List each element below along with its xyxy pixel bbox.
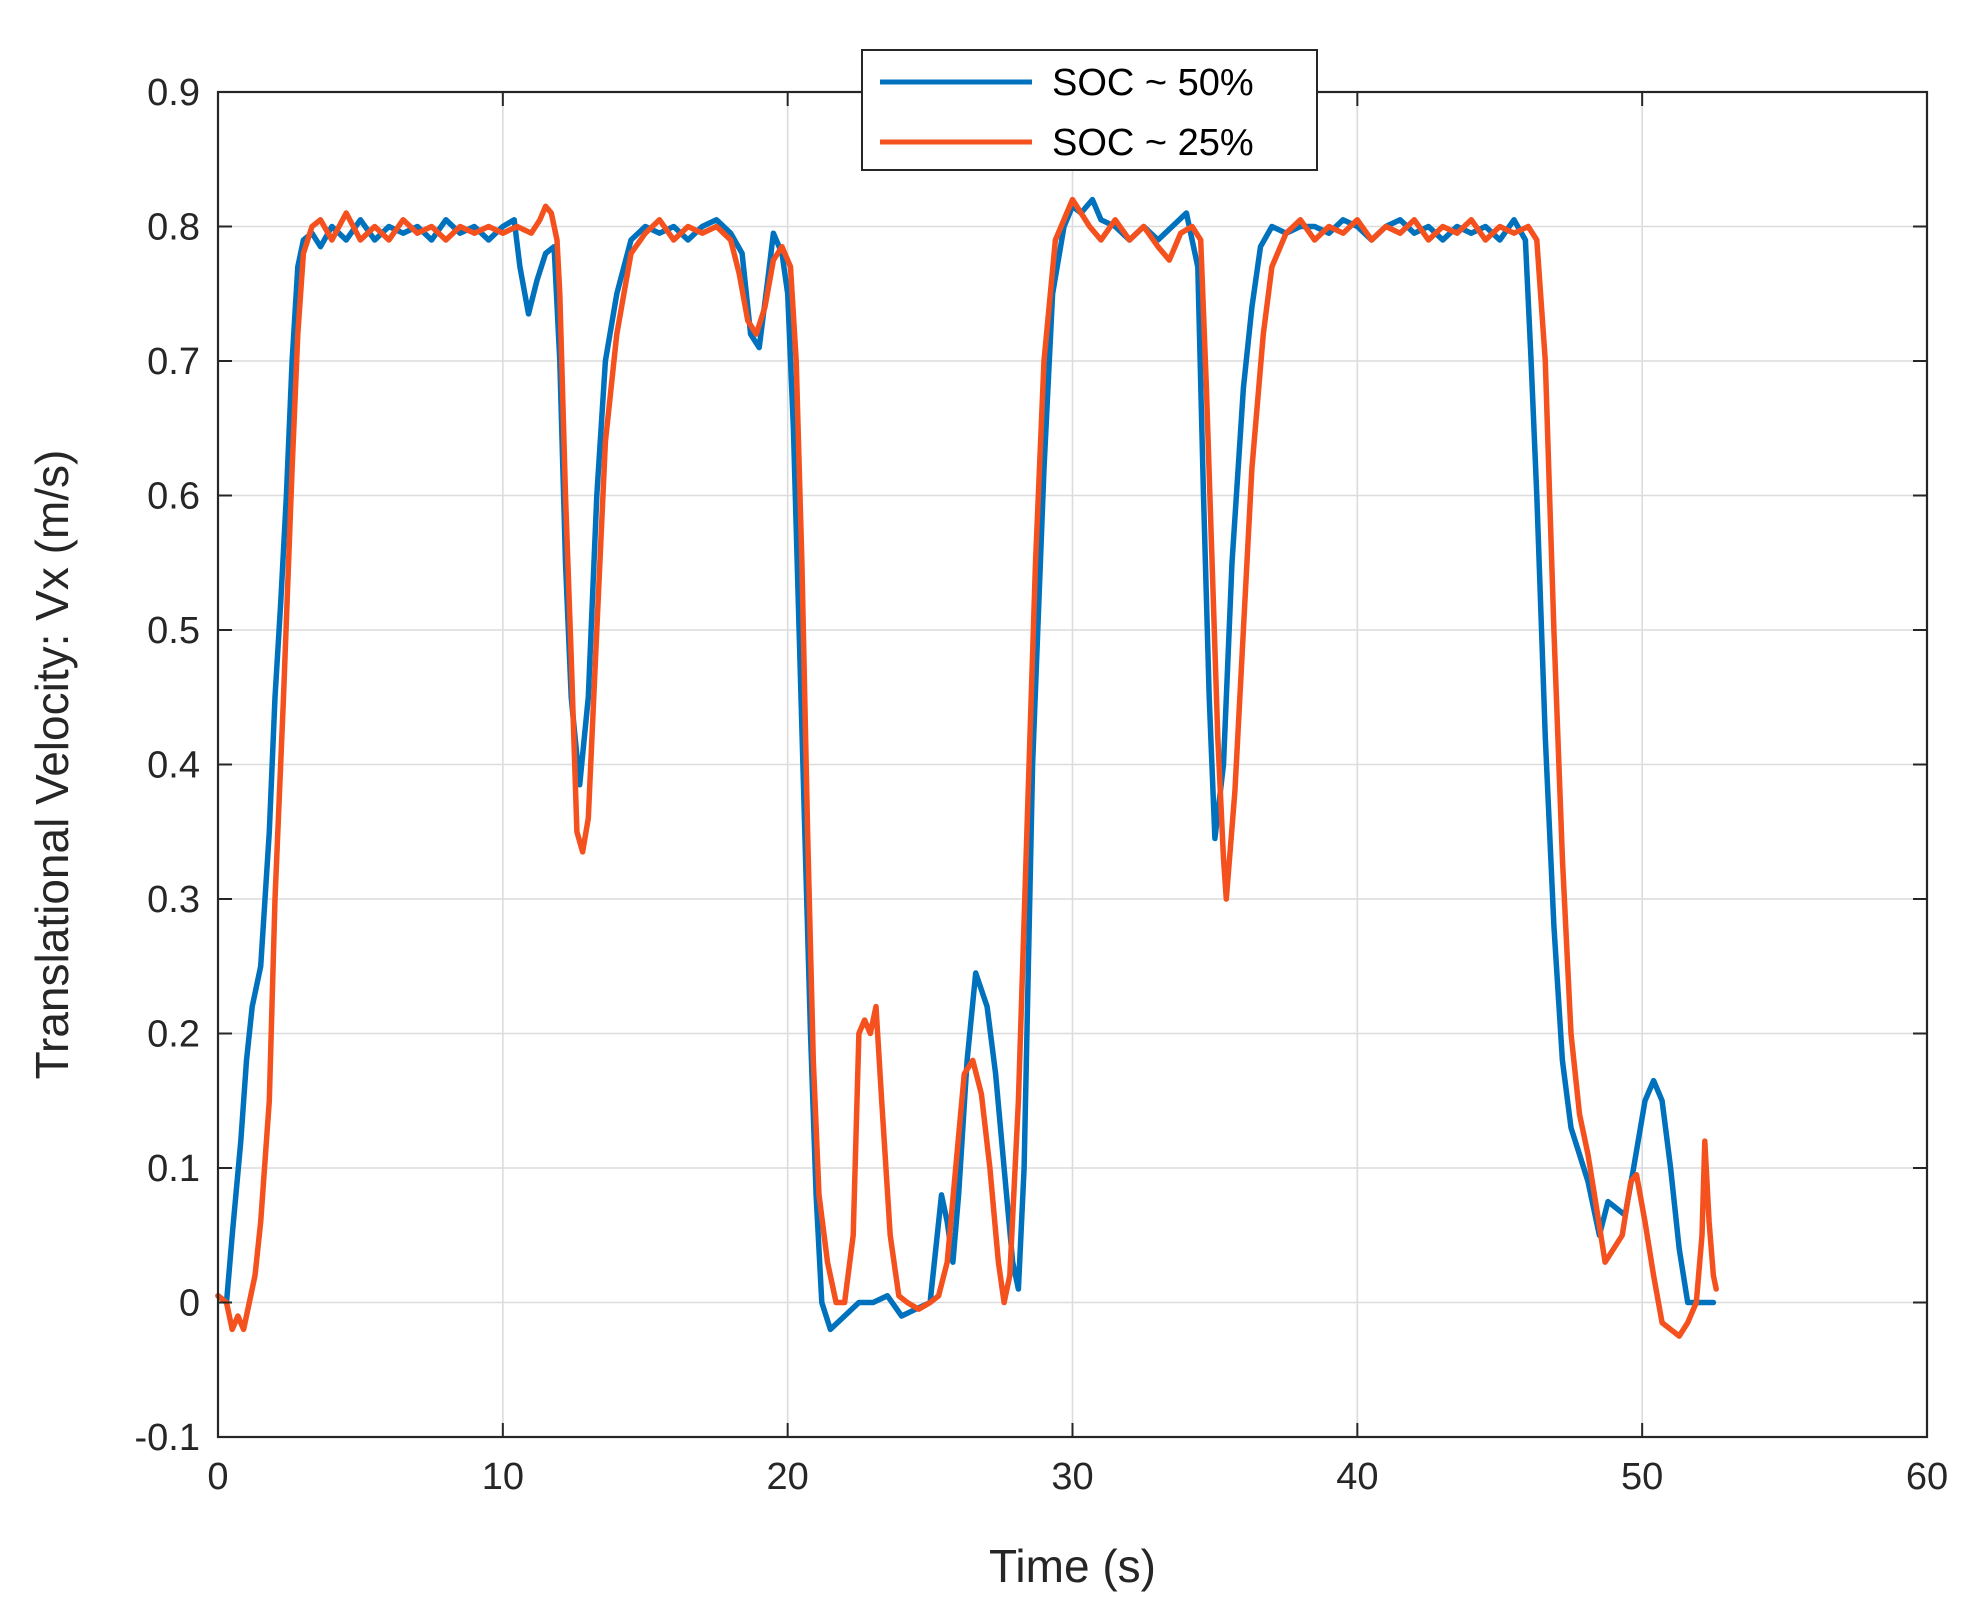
grid-lines (218, 92, 1927, 1437)
y-tick-label: 0.5 (147, 610, 200, 652)
x-tick-label: 40 (1336, 1456, 1378, 1498)
y-tick-label: 0.3 (147, 879, 200, 921)
x-tick-label: 0 (207, 1456, 228, 1498)
y-axis-title: Translational Velocity: Vx (m/s) (26, 450, 78, 1080)
y-tick-label: 0.9 (147, 72, 200, 114)
y-tick-labels: -0.1 0 0.1 0.2 0.3 0.4 0.5 0.6 0.7 0.8 0.9 (135, 72, 200, 1459)
series-group (215, 196, 1719, 1339)
y-tick-label: 0.1 (147, 1148, 200, 1190)
legend-box (861, 49, 1318, 171)
x-tick-labels: 0 10 20 30 40 50 60 (207, 1456, 1948, 1498)
y-tick-label: 0.6 (147, 476, 200, 518)
y-tick-label: 0.8 (147, 207, 200, 249)
x-tick-label: 50 (1621, 1456, 1663, 1498)
legend-label-soc-25: SOC ~ 25% (1052, 122, 1254, 164)
x-axis-title: Time (s) (989, 1540, 1156, 1592)
x-tick-label: 20 (767, 1456, 809, 1498)
series-line-soc-25 (215, 196, 1719, 1339)
y-tick-label: 0.2 (147, 1014, 200, 1056)
x-tick-label: 30 (1051, 1456, 1093, 1498)
legend-label-soc-50: SOC ~ 50% (1052, 62, 1254, 104)
plot-area (215, 90, 1929, 1439)
y-tick-label: 0.4 (147, 745, 200, 787)
y-tick-label: -0.1 (135, 1417, 200, 1459)
legend: SOC ~ 50% SOC ~ 25% (861, 49, 1318, 171)
x-tick-label: 10 (482, 1456, 524, 1498)
x-tick-label: 60 (1906, 1456, 1948, 1498)
y-tick-label: 0 (179, 1283, 200, 1325)
y-tick-label: 0.7 (147, 341, 200, 383)
